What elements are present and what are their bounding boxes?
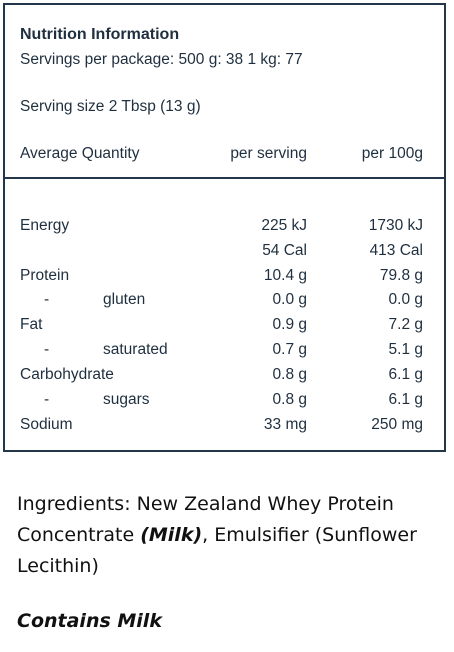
row-sodium-per-serving: 33 mg [263,416,307,433]
row-dash-gluten: - [44,291,50,308]
row-energy-per-100g: 1730 kJ [368,217,423,234]
ingredients-allergen: (Milk) [140,524,203,546]
row-label-saturated: saturated [103,341,168,358]
panel-title: Nutrition Information [20,26,180,43]
row-energy-cal-per-serving: 54 Cal [262,242,307,259]
row-label-energy: Energy [20,217,70,234]
row-saturated-per-100g: 5.1 g [388,341,423,358]
row-sodium-per-100g: 250 mg [371,416,423,433]
nutrition-panel: Nutrition Information Servings per packa… [3,3,446,452]
row-dash-sugars: - [44,391,50,408]
servings-per-package: Servings per package: 500 g: 38 1 kg: 77 [20,51,303,68]
row-sugars-per-serving: 0.8 g [272,391,307,408]
row-energy-cal-per-100g: 413 Cal [369,242,423,259]
row-gluten-per-100g: 0.0 g [388,291,423,308]
row-label-protein: Protein [20,267,70,284]
ingredients-text: Ingredients: New Zealand Whey Protein Co… [17,489,437,582]
header-divider [5,177,444,179]
ingredients-prefix: Ingredients: New Zealand Whey Protein Co… [17,493,394,546]
allergen-statement: Contains Milk [17,610,162,632]
ingredients-suffix: , Emulsifier (Sunflower Lecithin) [17,524,417,577]
row-label-sugars: sugars [103,391,150,408]
row-label-carbohydrate: Carbohydrate [20,366,114,383]
row-label-gluten: gluten [103,291,146,308]
row-gluten-per-serving: 0.0 g [272,291,307,308]
row-fat-per-serving: 0.9 g [272,316,307,333]
serving-size: Serving size 2 Tbsp (13 g) [20,98,201,115]
column-header-quantity: Average Quantity [20,145,140,162]
row-saturated-per-serving: 0.7 g [272,341,307,358]
column-header-per-serving: per serving [230,145,307,162]
row-carbohydrate-per-serving: 0.8 g [272,366,307,383]
row-energy-per-serving: 225 kJ [261,217,307,234]
column-header-per-100g: per 100g [361,145,423,162]
row-protein-per-100g: 79.8 g [379,267,423,284]
row-label-sodium: Sodium [20,416,73,433]
row-dash-saturated: - [44,341,50,358]
row-sugars-per-100g: 6.1 g [388,391,423,408]
row-label-fat: Fat [20,316,43,333]
row-fat-per-100g: 7.2 g [388,316,423,333]
row-carbohydrate-per-100g: 6.1 g [388,366,423,383]
row-protein-per-serving: 10.4 g [263,267,307,284]
